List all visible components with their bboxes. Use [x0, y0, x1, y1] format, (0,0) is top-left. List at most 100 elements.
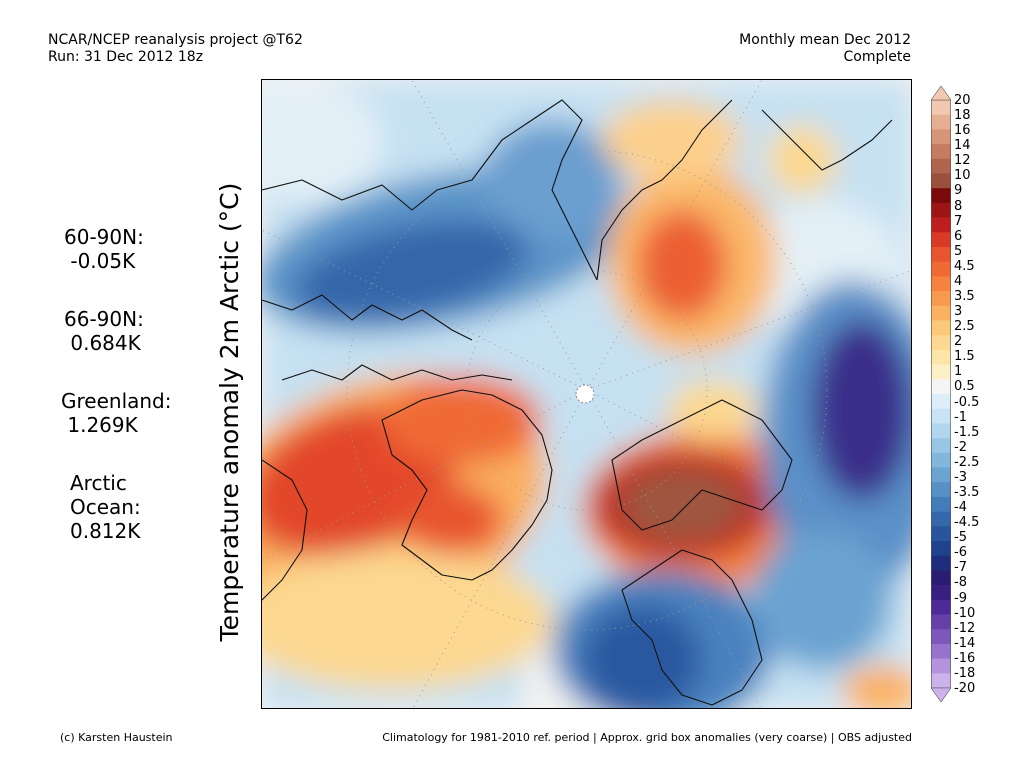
colorbar-cell: [931, 202, 951, 218]
colorbar-cell: [931, 144, 951, 160]
colorbar-tick-label: 5: [954, 243, 963, 259]
colorbar-tick-label: -0.5: [954, 394, 980, 410]
stat-label: 60-90N:: [64, 225, 144, 249]
colorbar-cell: [931, 643, 951, 659]
stat-value: -0.05K: [70, 249, 136, 273]
colorbar-tick-label: -20: [954, 681, 976, 696]
colorbar-tick-label: -3: [954, 469, 967, 485]
colorbar-cell: [931, 247, 951, 262]
colorbar-tick-label: 16: [954, 123, 971, 139]
stat-label: Greenland:: [61, 389, 172, 413]
colorbar-cell: [931, 261, 951, 277]
stat-greenland: Greenland: 1.269K: [61, 389, 172, 437]
colorbar-tick-label: -6: [954, 545, 967, 561]
header-left: NCAR/NCEP reanalysis project @T62 Run: 3…: [48, 32, 303, 66]
colorbar-tick-label: 18: [954, 108, 971, 124]
colorbar-tick-label: 4: [954, 273, 963, 289]
colorbar-cell: [931, 349, 951, 365]
colorbar-cell: [931, 291, 951, 307]
stat-arctic-ocean: Arctic Ocean: 0.812K: [70, 471, 141, 543]
colorbar-tick-label: -4.5: [954, 515, 980, 531]
colorbar-cell: [931, 379, 951, 395]
colorbar-tick-label: -16: [954, 650, 976, 666]
colorbar-tick-label: -5: [954, 530, 967, 546]
colorbar-tick-label: 20: [954, 93, 971, 108]
colorbar-cell: [931, 482, 951, 498]
colorbar-tick-label: 9: [954, 183, 963, 199]
colorbar-cell: [931, 658, 951, 674]
colorbar-cell: [931, 570, 951, 586]
colorbar-tick-label: -12: [954, 620, 976, 636]
stat-value: 1.269K: [67, 413, 138, 437]
colorbar-tick-label: -9: [954, 590, 967, 606]
y-axis-label: Temperature anomaly 2m Arctic (°C): [215, 182, 244, 642]
colorbar-tick-label: 3.5: [954, 289, 975, 304]
colorbar-tick-label: -4: [954, 500, 967, 516]
colorbar-tick-label: 4.5: [954, 258, 975, 274]
colorbar-tick-label: 6: [954, 228, 963, 244]
colorbar-tick-label: 10: [954, 168, 971, 184]
stat-label: 66-90N:: [64, 307, 144, 331]
colorbar-bottom-arrow: [931, 687, 951, 702]
colorbar-cell: [931, 276, 951, 292]
colorbar-tick-label: 2: [954, 334, 963, 350]
colorbar-cell: [931, 614, 951, 630]
colorbar-cell: [931, 394, 951, 409]
colorbar-cell: [931, 673, 951, 689]
colorbar-tick-label: -10: [954, 605, 976, 621]
colorbar-tick-label: 8: [954, 198, 963, 214]
colorbar-tick-label: -2.5: [954, 454, 980, 470]
colorbar-tick-label: -14: [954, 635, 976, 651]
colorbar-cell: [931, 452, 951, 468]
colorbar-cell: [931, 629, 951, 645]
colorbar-tick-label: 1: [954, 364, 963, 380]
colorbar-cell: [931, 438, 951, 454]
footnote-text: Climatology for 1981-2010 ref. period | …: [382, 731, 912, 744]
colorbar-cell: [931, 158, 951, 174]
colorbar-tick-label: -1: [954, 409, 967, 425]
colorbar-cell: [931, 335, 951, 351]
colorbar-cell: [931, 555, 951, 571]
colorbar-tick-label: 3: [954, 304, 963, 320]
stat-value: 0.812K: [70, 519, 141, 543]
colorbar-tick-label: -7: [954, 560, 967, 576]
colorbar-cell: [931, 364, 951, 380]
completion-status: Complete: [843, 49, 911, 65]
colorbar-cell: [931, 467, 951, 483]
colorbar-cell: [931, 129, 951, 145]
stat-value: 0.684K: [70, 331, 141, 355]
colorbar-tick-label: -2: [954, 439, 967, 455]
colorbar-tick-label: 0.5: [954, 379, 975, 395]
colorbar-tick-label: -1.5: [954, 424, 980, 440]
colorbar-cell: [931, 188, 951, 204]
colorbar-top-arrow: [931, 86, 951, 101]
stat-label: Arctic: [70, 471, 127, 495]
run-time: Run: 31 Dec 2012 18z: [48, 49, 204, 65]
colorbar-tick-label: 7: [954, 213, 963, 229]
stat-label-2: Ocean:: [70, 495, 141, 519]
colorbar-tick-label: 2.5: [954, 319, 975, 335]
colorbar-cell: [931, 114, 951, 130]
colorbar-cell: [931, 320, 951, 336]
colorbar-cell: [931, 526, 951, 542]
colorbar-cell: [931, 599, 951, 615]
period-title: Monthly mean Dec 2012: [739, 32, 911, 48]
colorbar-cell: [931, 173, 951, 189]
colorbar-tick-label: 12: [954, 153, 971, 169]
colorbar-cell: [931, 408, 951, 424]
colorbar-tick-label: 1.5: [954, 349, 975, 365]
colorbar-tick-label: -18: [954, 665, 976, 681]
credit-text: (c) Karsten Haustein: [60, 731, 173, 744]
colorbar-tick-label: 14: [954, 138, 971, 154]
header-right: Monthly mean Dec 2012 Complete: [739, 32, 911, 66]
colorbar-cell: [931, 585, 951, 601]
colorbar-tick-label: -3.5: [954, 485, 980, 500]
anomaly-map: [261, 79, 912, 709]
colorbar: [931, 86, 951, 702]
colorbar-tick-label: -8: [954, 575, 967, 591]
colorbar-cell: [931, 496, 951, 512]
colorbar-cell: [931, 541, 951, 556]
stat-66-90n: 66-90N: 0.684K: [64, 307, 144, 355]
colorbar-cell: [931, 217, 951, 233]
model-title: NCAR/NCEP reanalysis project @T62: [48, 32, 303, 48]
